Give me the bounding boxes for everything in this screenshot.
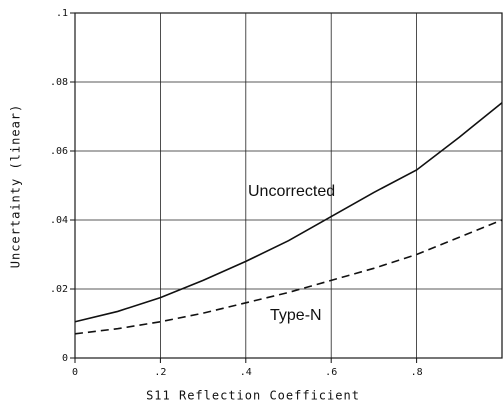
x-tick-label: .8 <box>411 367 423 378</box>
series-label: Uncorrected <box>248 183 335 200</box>
x-tick-label: .4 <box>240 367 252 378</box>
y-tick-label: .02 <box>50 284 68 295</box>
y-tick-label: .1 <box>56 8 68 19</box>
x-tick-label: .6 <box>325 367 337 378</box>
series-line <box>74 102 503 323</box>
y-tick-label: 0 <box>62 353 68 364</box>
x-tick-label: .2 <box>154 367 166 378</box>
series-line <box>74 219 503 335</box>
series-label: Type-N <box>270 307 322 324</box>
x-axis-label: S11 Reflection Coefficient <box>146 389 360 403</box>
y-tick-label: .04 <box>50 215 68 226</box>
y-tick-label: .08 <box>50 77 68 88</box>
y-tick-label: .06 <box>50 146 68 157</box>
x-tick-label: 0 <box>72 367 78 378</box>
y-axis-label: Uncertainty (linear) <box>9 104 23 269</box>
